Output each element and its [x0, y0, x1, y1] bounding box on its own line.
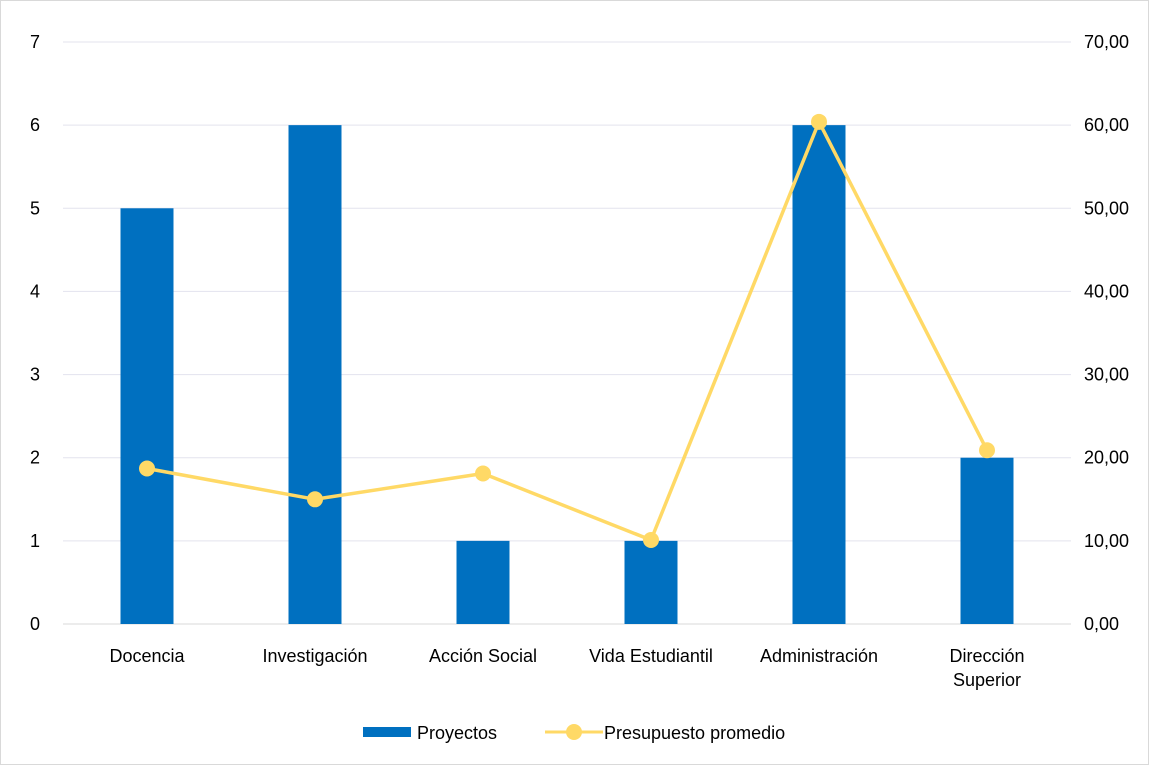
line-point — [643, 532, 659, 549]
bar-dirección-superior — [960, 457, 1014, 624]
bar-administración — [792, 125, 846, 625]
line-point — [811, 113, 827, 130]
legend-label-proyectos: Proyectos — [417, 723, 497, 743]
left-axis-tick-label: 5 — [30, 198, 40, 218]
right-axis-tick-label: 0,00 — [1084, 614, 1119, 634]
gridlines — [63, 41, 1071, 625]
line-point — [139, 460, 155, 477]
left-axis-tick-label: 2 — [30, 448, 40, 468]
x-axis-category-label: Acción Social — [429, 646, 537, 666]
bar-investigación — [288, 125, 342, 625]
x-axis-category-label: Dirección Superior — [949, 646, 1024, 690]
left-y-axis: 0 1 2 3 4 5 6 7 — [30, 32, 40, 634]
line-point — [475, 465, 491, 482]
right-axis-tick-label: 60,00 — [1084, 115, 1129, 135]
right-axis-tick-label: 30,00 — [1084, 365, 1129, 385]
x-axis-category-label: Administración — [760, 646, 878, 666]
legend: Proyectos Presupuesto promedio — [363, 723, 785, 743]
right-axis-tick-label: 70,00 — [1084, 32, 1129, 52]
x-axis: Docencia Investigación Acción Social Vida E… — [109, 646, 1024, 690]
left-axis-tick-label: 0 — [30, 614, 40, 634]
line-point — [307, 491, 323, 508]
left-axis-tick-label: 3 — [30, 365, 40, 385]
right-axis-tick-label: 20,00 — [1084, 448, 1129, 468]
legend-swatch-proyectos — [363, 727, 411, 737]
left-axis-tick-label: 6 — [30, 115, 40, 135]
bar-vida-estudiantil — [624, 540, 678, 624]
line-point — [979, 442, 995, 459]
legend-swatch-presupuesto-marker — [566, 724, 582, 740]
bar-series — [120, 125, 1014, 625]
right-axis-tick-label: 50,00 — [1084, 198, 1129, 218]
x-axis-category-label: Docencia — [109, 646, 185, 666]
right-axis-tick-label: 40,00 — [1084, 281, 1129, 301]
left-axis-tick-label: 1 — [30, 531, 40, 551]
x-axis-category-label: Vida Estudiantil — [589, 646, 713, 666]
right-axis-tick-label: 10,00 — [1084, 531, 1129, 551]
x-axis-category-label: Investigación — [262, 646, 367, 666]
left-axis-tick-label: 4 — [30, 281, 40, 301]
right-y-axis: 0,00 10,00 20,00 30,00 40,00 50,00 60,00 70,00 — [1084, 32, 1129, 634]
bar-docencia — [120, 208, 174, 625]
line-presupuesto-promedio — [146, 120, 989, 542]
line-series — [139, 113, 995, 549]
bar-acción-social — [456, 540, 510, 624]
left-axis-tick-label: 7 — [30, 32, 40, 52]
legend-label-presupuesto-promedio: Presupuesto promedio — [604, 723, 785, 743]
